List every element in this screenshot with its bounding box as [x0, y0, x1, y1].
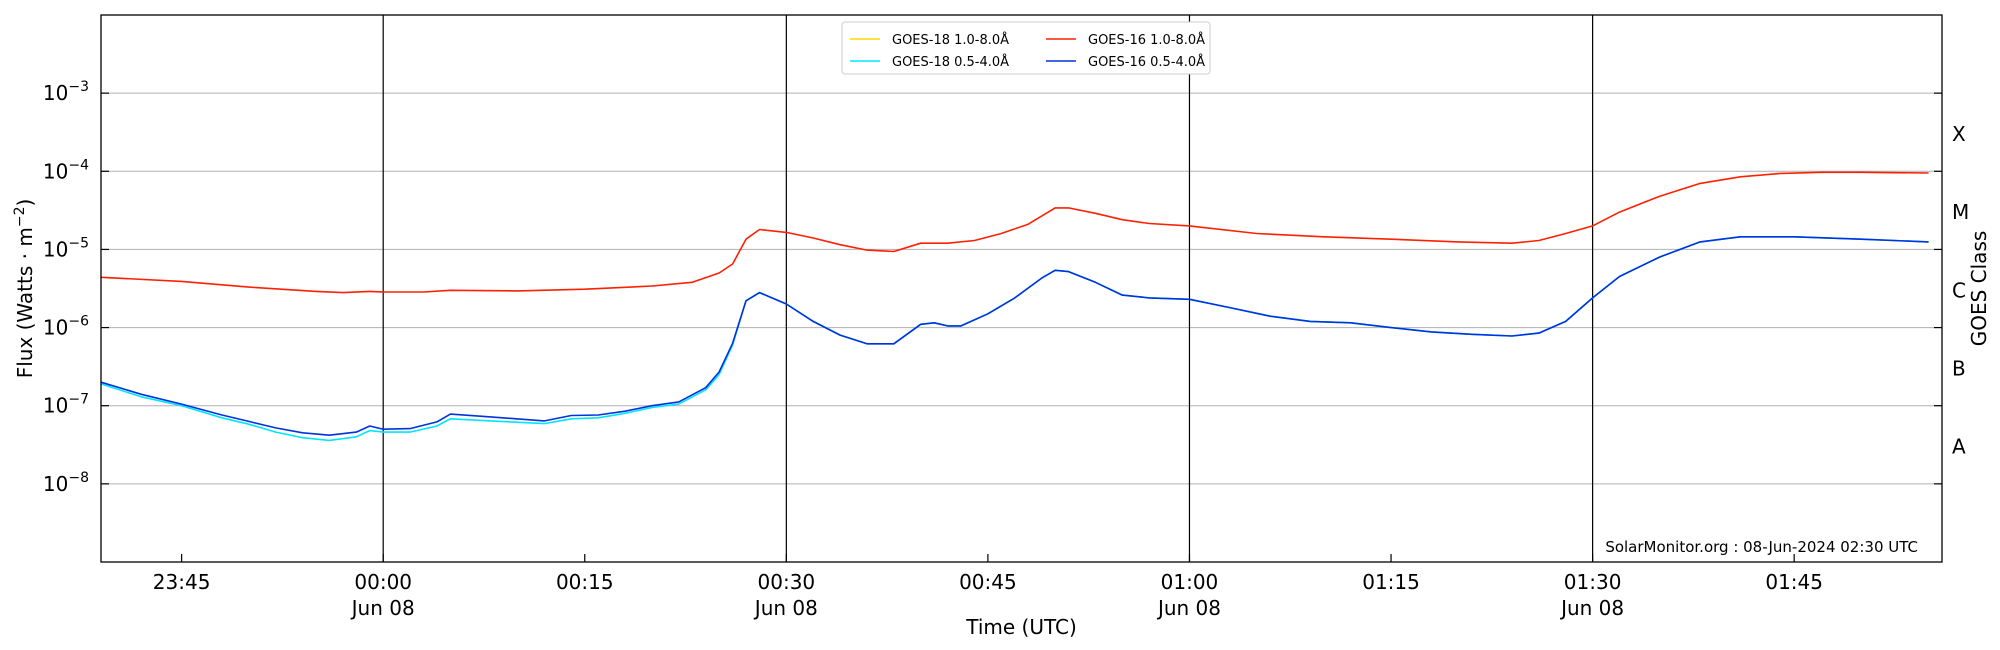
- legend-entry-label: GOES-18 1.0-8.0Å: [892, 32, 1009, 48]
- x-axis-title: Time (UTC): [965, 615, 1077, 639]
- legend-entry-label: GOES-16 1.0-8.0Å: [1088, 32, 1205, 48]
- x-tick-label: 01:30: [1564, 570, 1622, 594]
- x-tick-date-label: Jun 08: [753, 596, 818, 620]
- x-tick-date-label: Jun 08: [1559, 596, 1624, 620]
- x-tick-label: 01:00: [1161, 570, 1219, 594]
- x-tick-label: 01:15: [1362, 570, 1420, 594]
- y-axis-title: Flux (Watts · m−2): [12, 199, 37, 379]
- legend-box: [841, 21, 1211, 75]
- y-tick-label: 10−4: [43, 157, 89, 183]
- y-tick-label: 10−7: [43, 392, 89, 418]
- y-tick-label: 10−6: [43, 314, 89, 340]
- credit-text: SolarMonitor.org : 08-Jun-2024 02:30 UTC: [1605, 538, 1918, 556]
- x-tick-label: 00:30: [758, 570, 816, 594]
- legend-entry-label: GOES-18 0.5-4.0Å: [892, 54, 1009, 70]
- x-tick-label: 00:45: [959, 570, 1017, 594]
- goes-class-label: A: [1952, 435, 1966, 459]
- x-tick-label: 00:15: [556, 570, 614, 594]
- day-marker-lines: [382, 15, 1594, 562]
- y-tick-label: 10−3: [43, 79, 89, 105]
- plot-frame: [100, 14, 1943, 563]
- y-tick-label: 10−8: [43, 470, 89, 496]
- y-axis-ticks: 10−8 10−7 10−6 10−5 10−4 10−3: [43, 79, 1942, 496]
- x-tick-label: 23:45: [153, 570, 211, 594]
- x-tick-date-label: Jun 08: [350, 596, 415, 620]
- goes-class-label: C: [1952, 278, 1966, 302]
- goes-class-label: M: [1952, 200, 1969, 224]
- legend-entry-label: GOES-16 0.5-4.0Å: [1088, 54, 1205, 70]
- x-tick-label: 01:45: [1765, 570, 1823, 594]
- legend: GOES-18 1.0-8.0Å GOES-16 1.0-8.0Å GOES-18 …: [841, 21, 1211, 75]
- y-tick-label: 10−5: [43, 235, 89, 261]
- series-line: [100, 171, 1929, 294]
- goes-class-labels: A B C M X: [1952, 122, 1969, 459]
- goes-class-label: X: [1952, 122, 1966, 146]
- series-line: [100, 236, 1929, 436]
- grid-lines: [101, 92, 1942, 485]
- series-lines: [100, 171, 1929, 442]
- x-tick-label: 00:00: [354, 570, 412, 594]
- x-tick-date-label: Jun 08: [1156, 596, 1221, 620]
- goes-class-axis-title: GOES Class: [1967, 231, 1991, 347]
- goes-class-label: B: [1952, 356, 1966, 380]
